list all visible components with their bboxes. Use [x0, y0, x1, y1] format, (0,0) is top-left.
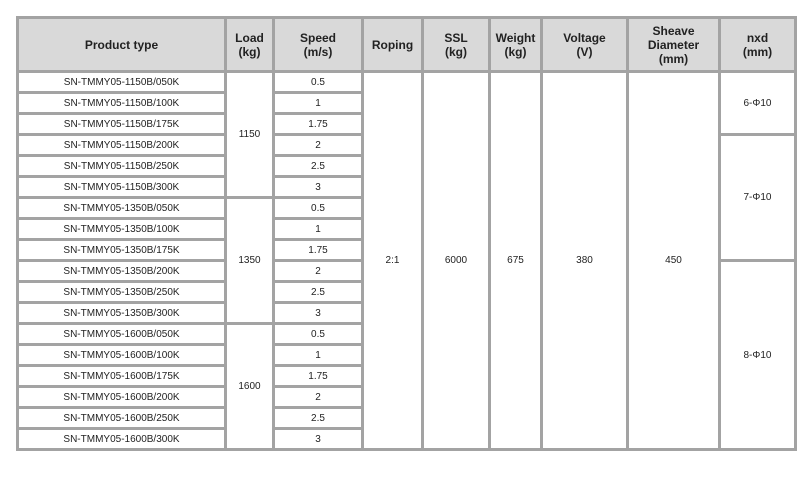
- speed-cell: 1: [272, 217, 364, 241]
- speed-cell: 2: [272, 133, 364, 157]
- product-type-cell: SN-TMMY05-1350B/175K: [16, 238, 227, 262]
- load-cell: 1600: [224, 322, 275, 451]
- speed-cell: 1: [272, 91, 364, 115]
- table-row: SN-TMMY05-1350B/175K 1.75: [16, 238, 796, 262]
- product-type-cell: SN-TMMY05-1600B/300K: [16, 427, 227, 451]
- product-type-cell: SN-TMMY05-1350B/050K: [16, 196, 227, 220]
- product-type-cell: SN-TMMY05-1350B/200K: [16, 259, 227, 283]
- product-type-cell: SN-TMMY05-1150B/300K: [16, 175, 227, 199]
- nxd-cell: 6-Φ10: [718, 70, 797, 136]
- speed-cell: 0.5: [272, 322, 364, 346]
- product-type-cell: SN-TMMY05-1150B/100K: [16, 91, 227, 115]
- product-type-cell: SN-TMMY05-1150B/175K: [16, 112, 227, 136]
- table-row: SN-TMMY05-1150B/300K 3: [16, 175, 796, 199]
- header-sheave-diameter: Sheave Diameter (mm): [626, 16, 721, 73]
- product-type-cell: SN-TMMY05-1600B/175K: [16, 364, 227, 388]
- speed-cell: 2.5: [272, 154, 364, 178]
- table-row: SN-TMMY05-1150B/175K 1.75: [16, 112, 796, 136]
- header-load: Load (kg): [224, 16, 275, 73]
- speed-cell: 2: [272, 259, 364, 283]
- table-row: SN-TMMY05-1150B/250K 2.5: [16, 154, 796, 178]
- product-type-cell: SN-TMMY05-1600B/250K: [16, 406, 227, 430]
- product-type-cell: SN-TMMY05-1150B/050K: [16, 70, 227, 94]
- header-roping: Roping: [361, 16, 424, 73]
- table-row: SN-TMMY05-1600B/175K 1.75: [16, 364, 796, 388]
- table-row: SN-TMMY05-1350B/300K 3: [16, 301, 796, 325]
- product-type-cell: SN-TMMY05-1350B/250K: [16, 280, 227, 304]
- load-cell: 1350: [224, 196, 275, 325]
- table-row: SN-TMMY05-1150B/050K 1150 0.5 2:1 6000 675 380…: [16, 70, 797, 451]
- table-row: SN-TMMY05-1600B/250K 2.5: [16, 406, 796, 430]
- speed-cell: 0.5: [272, 70, 364, 94]
- table-row: SN-TMMY05-1350B/050K 1350 0.5: [16, 196, 796, 325]
- table-row: SN-TMMY05-1350B/200K 2 8-Φ10: [16, 259, 797, 451]
- header-voltage: Voltage (V): [540, 16, 629, 73]
- table-row: SN-TMMY05-1600B/200K 2: [16, 385, 796, 409]
- load-cell: 1150: [224, 70, 275, 199]
- product-type-cell: SN-TMMY05-1600B/100K: [16, 343, 227, 367]
- speed-cell: 1.75: [272, 364, 364, 388]
- product-type-cell: SN-TMMY05-1600B/050K: [16, 322, 227, 346]
- spec-table: Product type Load (kg) Speed (m/s) Roping …: [16, 16, 797, 451]
- header-ssl: SSL (kg): [421, 16, 491, 73]
- header-speed: Speed (m/s): [272, 16, 364, 73]
- header-weight: Weight (kg): [488, 16, 543, 73]
- header-row: Product type Load (kg) Speed (m/s) Roping …: [16, 16, 797, 73]
- header-nxd: nxd (mm): [718, 16, 797, 73]
- nxd-cell: 7-Φ10: [718, 133, 797, 262]
- nxd-cell: 8-Φ10: [718, 259, 797, 451]
- ssl-cell: 6000: [421, 70, 491, 451]
- product-type-cell: SN-TMMY05-1150B/250K: [16, 154, 227, 178]
- speed-cell: 0.5: [272, 196, 364, 220]
- speed-cell: 2.5: [272, 280, 364, 304]
- weight-cell: 675: [488, 70, 543, 451]
- product-type-cell: SN-TMMY05-1150B/200K: [16, 133, 227, 157]
- speed-cell: 2: [272, 385, 364, 409]
- table-row: SN-TMMY05-1150B/200K 2 7-Φ10: [16, 133, 797, 262]
- speed-cell: 3: [272, 427, 364, 451]
- product-type-cell: SN-TMMY05-1350B/300K: [16, 301, 227, 325]
- speed-cell: 1: [272, 343, 364, 367]
- header-product-type: Product type: [16, 16, 227, 73]
- speed-cell: 3: [272, 175, 364, 199]
- sheave-diameter-cell: 450: [626, 70, 721, 451]
- voltage-cell: 380: [540, 70, 629, 451]
- roping-cell: 2:1: [361, 70, 424, 451]
- table-row: SN-TMMY05-1150B/100K 1: [16, 91, 796, 115]
- table-row: SN-TMMY05-1600B/100K 1: [16, 343, 796, 367]
- speed-cell: 2.5: [272, 406, 364, 430]
- table-row: SN-TMMY05-1350B/250K 2.5: [16, 280, 796, 304]
- speed-cell: 1.75: [272, 112, 364, 136]
- table-row: SN-TMMY05-1600B/300K 3: [16, 427, 796, 451]
- speed-cell: 1.75: [272, 238, 364, 262]
- speed-cell: 3: [272, 301, 364, 325]
- product-type-cell: SN-TMMY05-1350B/100K: [16, 217, 227, 241]
- table-row: SN-TMMY05-1350B/100K 1: [16, 217, 796, 241]
- product-type-cell: SN-TMMY05-1600B/200K: [16, 385, 227, 409]
- table-row: SN-TMMY05-1600B/050K 1600 0.5: [16, 322, 796, 451]
